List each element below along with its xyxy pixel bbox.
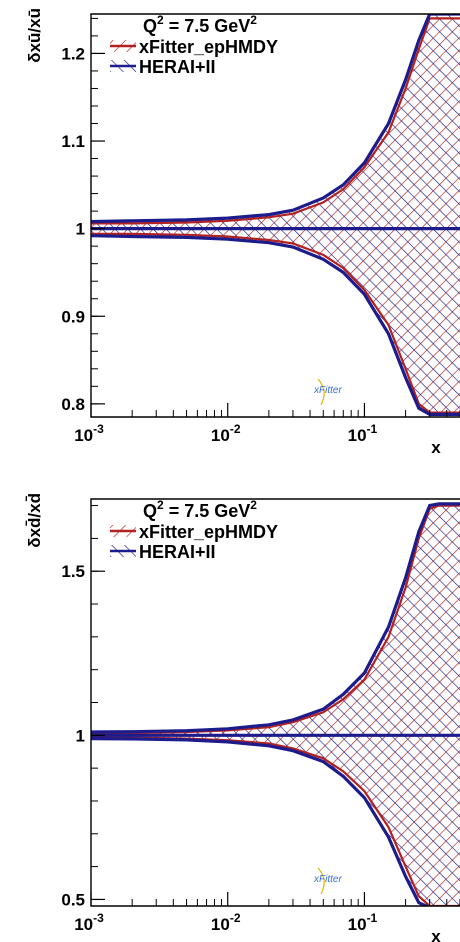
series-upper-line-0 <box>91 17 460 225</box>
y-tick-label: 0.5 <box>61 890 85 909</box>
xfitter-logo: xFitter <box>313 867 342 895</box>
x-tick-label: 10-1 <box>348 911 378 934</box>
x-axis-title: x <box>431 927 441 942</box>
series-upper-line-1 <box>91 502 460 734</box>
legend-entry: HERAI+II <box>110 57 216 77</box>
series-upper-line-1 <box>91 14 460 224</box>
legend-label: HERAI+II <box>139 57 216 77</box>
series-lower-line-1 <box>91 234 460 416</box>
legend-title: Q2 = 7.5 GeV2 <box>143 13 257 36</box>
series-band-1 <box>91 503 460 906</box>
y-axis-title: δxū/xū <box>25 8 44 63</box>
logo-swoosh <box>317 867 325 895</box>
y-tick-label: 1.2 <box>61 44 85 63</box>
legend-label: xFitter_epHMDY <box>139 522 278 542</box>
xfitter-logo: xFitter <box>313 378 342 406</box>
chart-panel-bottom: 0.5 1 1.5 10-3 10-2 10-1 x δxd̄/xd̄ Q2 = 7.5 GeV… <box>25 493 460 942</box>
x-tick-label: 10-3 <box>74 422 104 445</box>
plot-area <box>91 502 460 906</box>
y-tick-label: 0.9 <box>61 307 85 326</box>
legend-entry: HERAI+II <box>110 542 216 562</box>
x-axis-title: x <box>431 438 441 457</box>
x-tick-label: 10-2 <box>211 911 241 934</box>
x-tick-label: 10-2 <box>211 422 241 445</box>
y-tick-label: 1.1 <box>61 132 85 151</box>
y-tick-label: 1 <box>76 726 85 745</box>
logo-text: xFitter <box>313 874 342 885</box>
chart-panel-top: 0.8 0.9 1 1.1 1.2 10-3 10-2 10-1 x δxū/xū Q2 = 7.5… <box>25 8 460 457</box>
logo-swoosh <box>317 378 325 406</box>
y-tick-label: 1 <box>76 220 85 239</box>
plot-frame <box>90 13 460 418</box>
series-lower-line-1 <box>91 737 460 906</box>
y-tick-label: 0.8 <box>61 395 85 414</box>
legend-title: Q2 = 7.5 GeV2 <box>143 498 257 521</box>
y-axis-title: δxd̄/xd̄ <box>25 493 44 548</box>
x-tick-label: 10-1 <box>348 422 378 445</box>
x-tick-label: 10-3 <box>74 911 104 934</box>
logo-text: xFitter <box>313 385 342 396</box>
legend-label: xFitter_epHMDY <box>139 37 278 57</box>
series-lower-line-0 <box>91 232 460 414</box>
legend-entry: xFitter_epHMDY <box>110 522 278 542</box>
y-tick-label: 1.5 <box>61 562 85 581</box>
legend-entry: xFitter_epHMDY <box>110 37 278 57</box>
legend-label: HERAI+II <box>139 542 216 562</box>
plot-area <box>91 14 460 416</box>
